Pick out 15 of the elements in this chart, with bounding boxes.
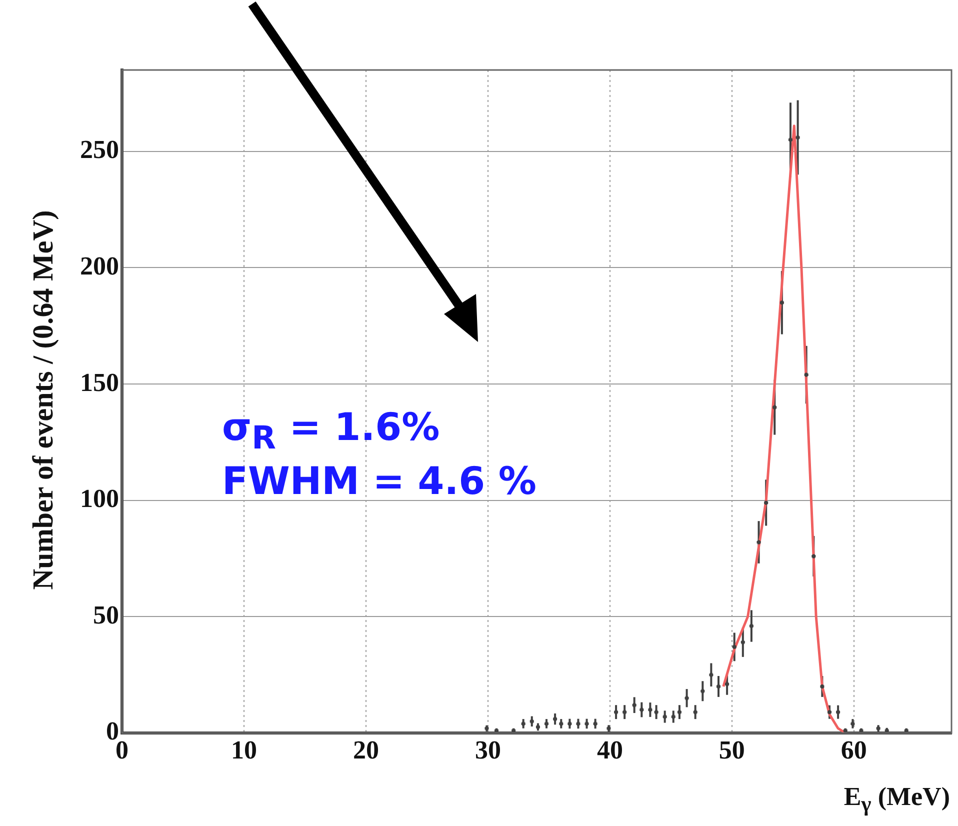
- x-tick-label: 10: [230, 735, 257, 764]
- y-axis-title: Number of events / (0.64 MeV): [28, 210, 60, 590]
- x-tick-label: 50: [718, 735, 745, 764]
- y-tick-label: 200: [80, 251, 119, 280]
- annotation: σ$_{R}$ = 1.6%: [222, 405, 440, 457]
- annotation: FWHM = 4.6 %: [222, 459, 536, 503]
- x-axis-title: E$_{γ}$ (MeV): [844, 782, 950, 818]
- y-tick-label: 50: [93, 600, 119, 630]
- y-tick-label: 100: [80, 484, 119, 514]
- x-tick-label: 40: [596, 735, 623, 764]
- y-tick-label: 250: [80, 135, 119, 164]
- x-tick-label: 30: [474, 735, 501, 764]
- x-tick-label: 20: [352, 735, 379, 764]
- y-tick-label: 150: [80, 368, 119, 397]
- x-tick-label: 60: [840, 735, 867, 764]
